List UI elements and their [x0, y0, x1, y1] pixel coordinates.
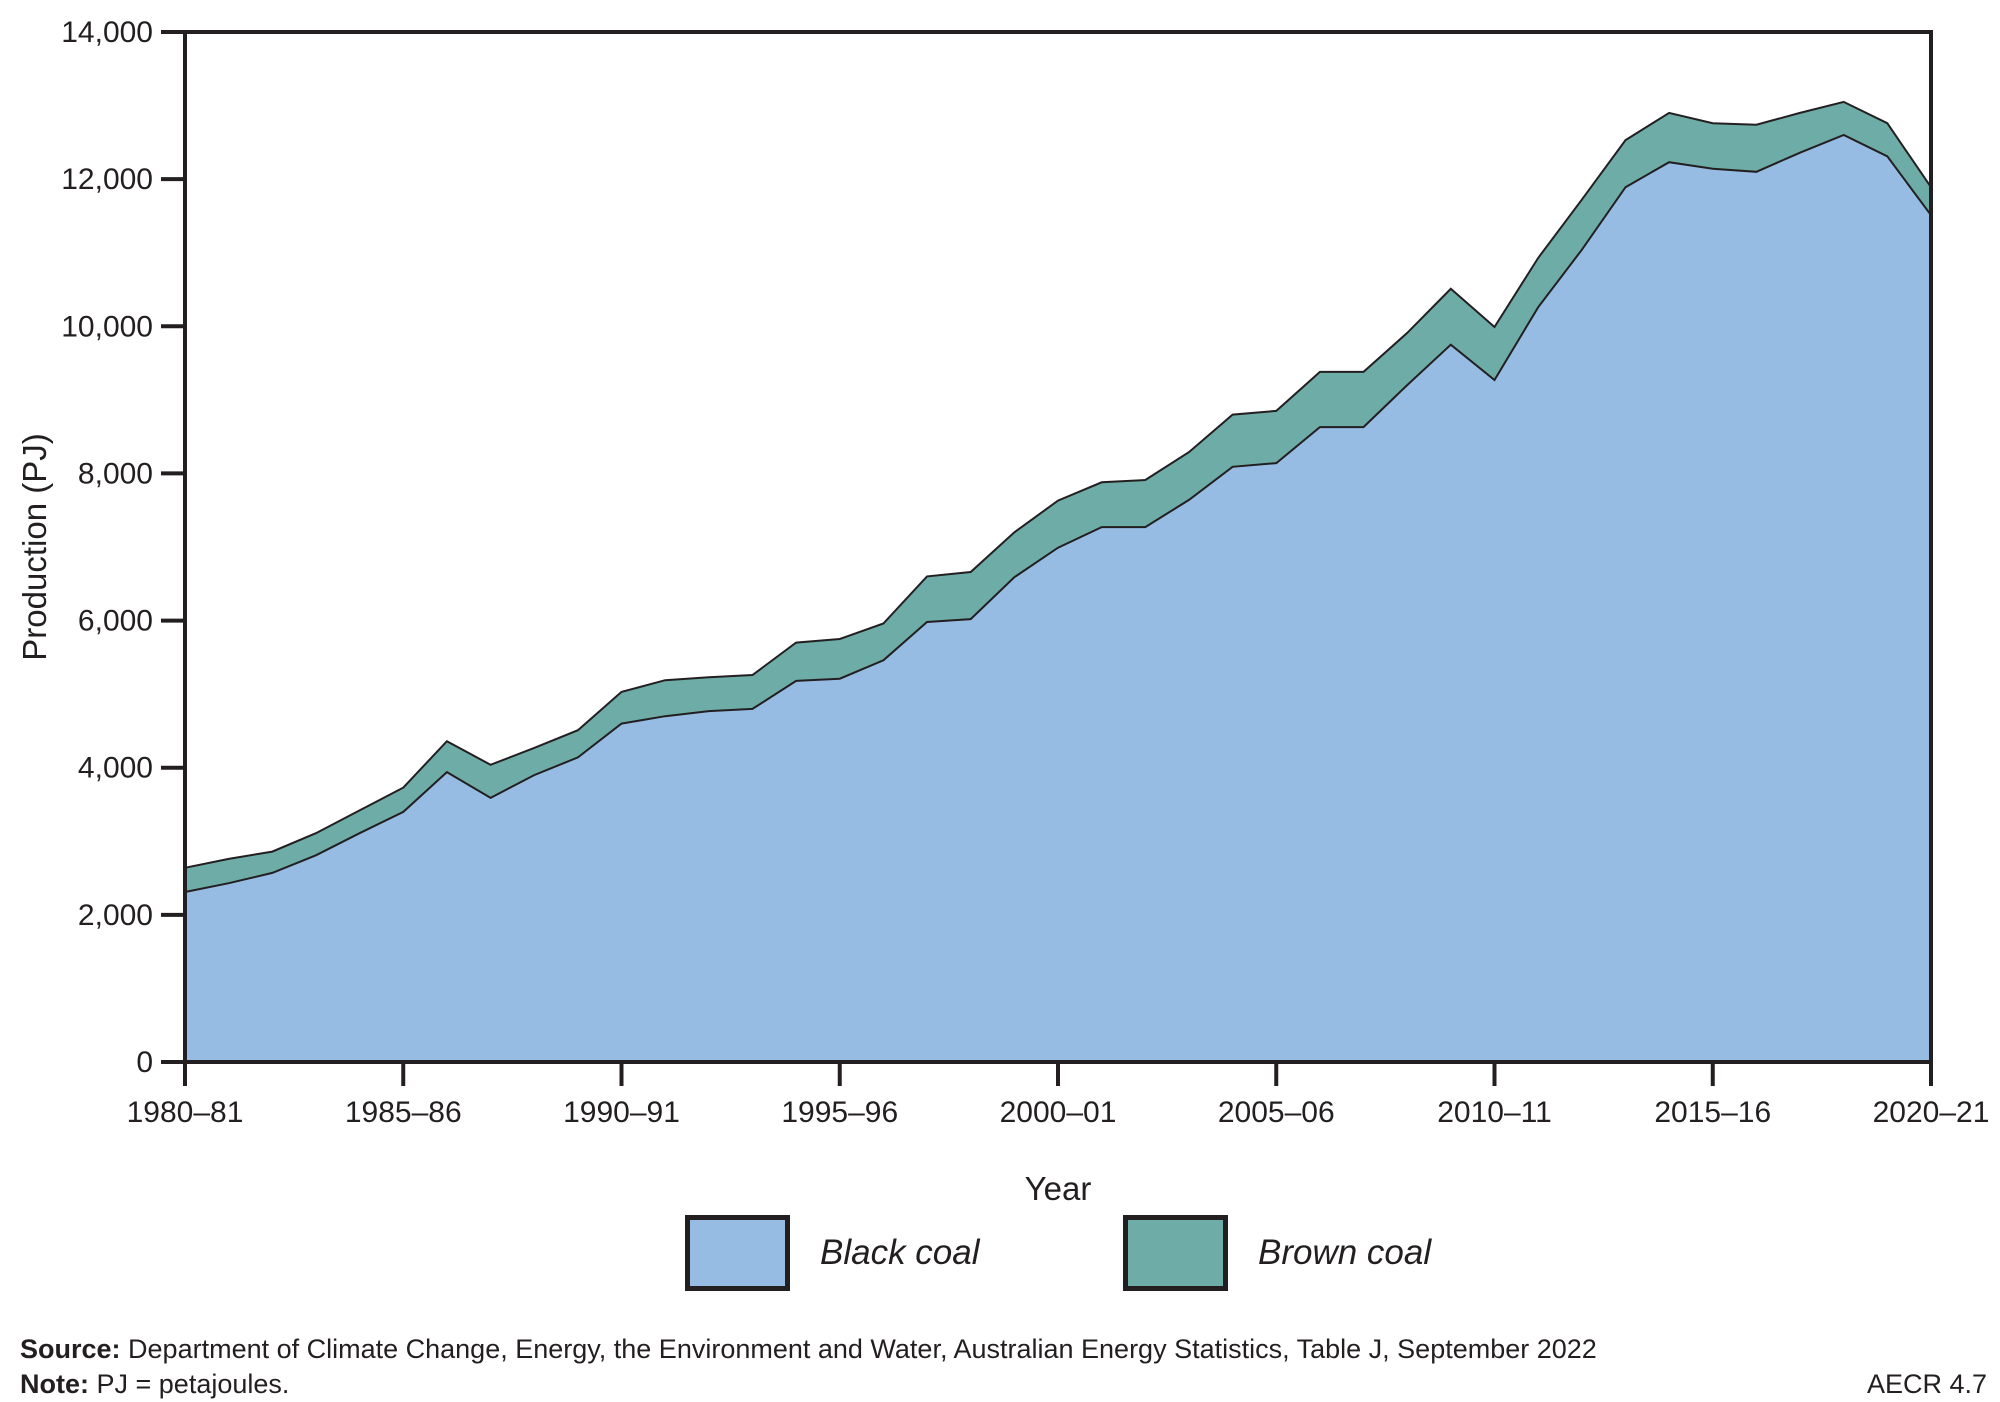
production-area-chart: 02,0004,0006,0008,00010,00012,00014,000 …: [16, 16, 1990, 1207]
y-axis-title: Production (PJ): [16, 433, 53, 660]
x-tick-label: 1990–91: [563, 1096, 680, 1129]
footer-notes: Source: Department of Climate Change, En…: [20, 1332, 1597, 1402]
x-tick-label: 2010–11: [1437, 1096, 1552, 1129]
x-tick-label: 2000–01: [1000, 1096, 1117, 1129]
y-tick-label: 2,000: [78, 899, 153, 932]
figure-reference: AECR 4.7: [1866, 1369, 1987, 1399]
x-tick-label: 2005–06: [1218, 1096, 1335, 1129]
y-tick-label: 8,000: [78, 457, 153, 490]
legend-label-brown-coal: Brown coal: [1258, 1233, 1432, 1272]
y-ticks: 0 2,000 4,000 6,000 8,000 10,000 12,000 14,000: [61, 16, 185, 1079]
y-tick-label: 10,000: [61, 310, 153, 343]
x-tick-label: 2020–21: [1873, 1096, 1990, 1129]
note-line: Note: PJ = petajoules.: [20, 1367, 1597, 1402]
x-ticks: 1980–81 1985–86 1990–91 1995–96 2000–01 2005–…: [127, 1062, 1990, 1129]
source-line: Source: Department of Climate Change, En…: [20, 1332, 1597, 1367]
note-label: Note:: [20, 1369, 89, 1399]
y-tick-label: 0: [136, 1046, 153, 1079]
source-label: Source:: [20, 1334, 121, 1364]
x-tick-label: 2015–16: [1654, 1096, 1771, 1129]
areas: [184, 100, 1932, 1063]
y-tick-label: 12,000: [61, 163, 153, 196]
x-axis-title: Year: [1025, 1170, 1092, 1207]
legend-swatch-black-coal: [685, 1215, 790, 1291]
source-text: Department of Climate Change, Energy, th…: [120, 1334, 1597, 1364]
plot-frame: [183, 30, 1933, 1064]
legend-swatch-brown-coal: [1123, 1215, 1228, 1291]
y-tick-label: 6,000: [78, 605, 153, 638]
x-tick-label: 1995–96: [781, 1096, 898, 1129]
x-tick-label: 1985–86: [345, 1096, 462, 1129]
y-tick-label: 4,000: [78, 752, 153, 785]
y-tick-label: 14,000: [61, 16, 153, 49]
legend-label-black-coal: Black coal: [820, 1233, 980, 1272]
black-coal-area: [184, 133, 1932, 1063]
note-text: PJ = petajoules.: [89, 1369, 290, 1399]
x-tick-label: 1980–81: [127, 1096, 244, 1129]
